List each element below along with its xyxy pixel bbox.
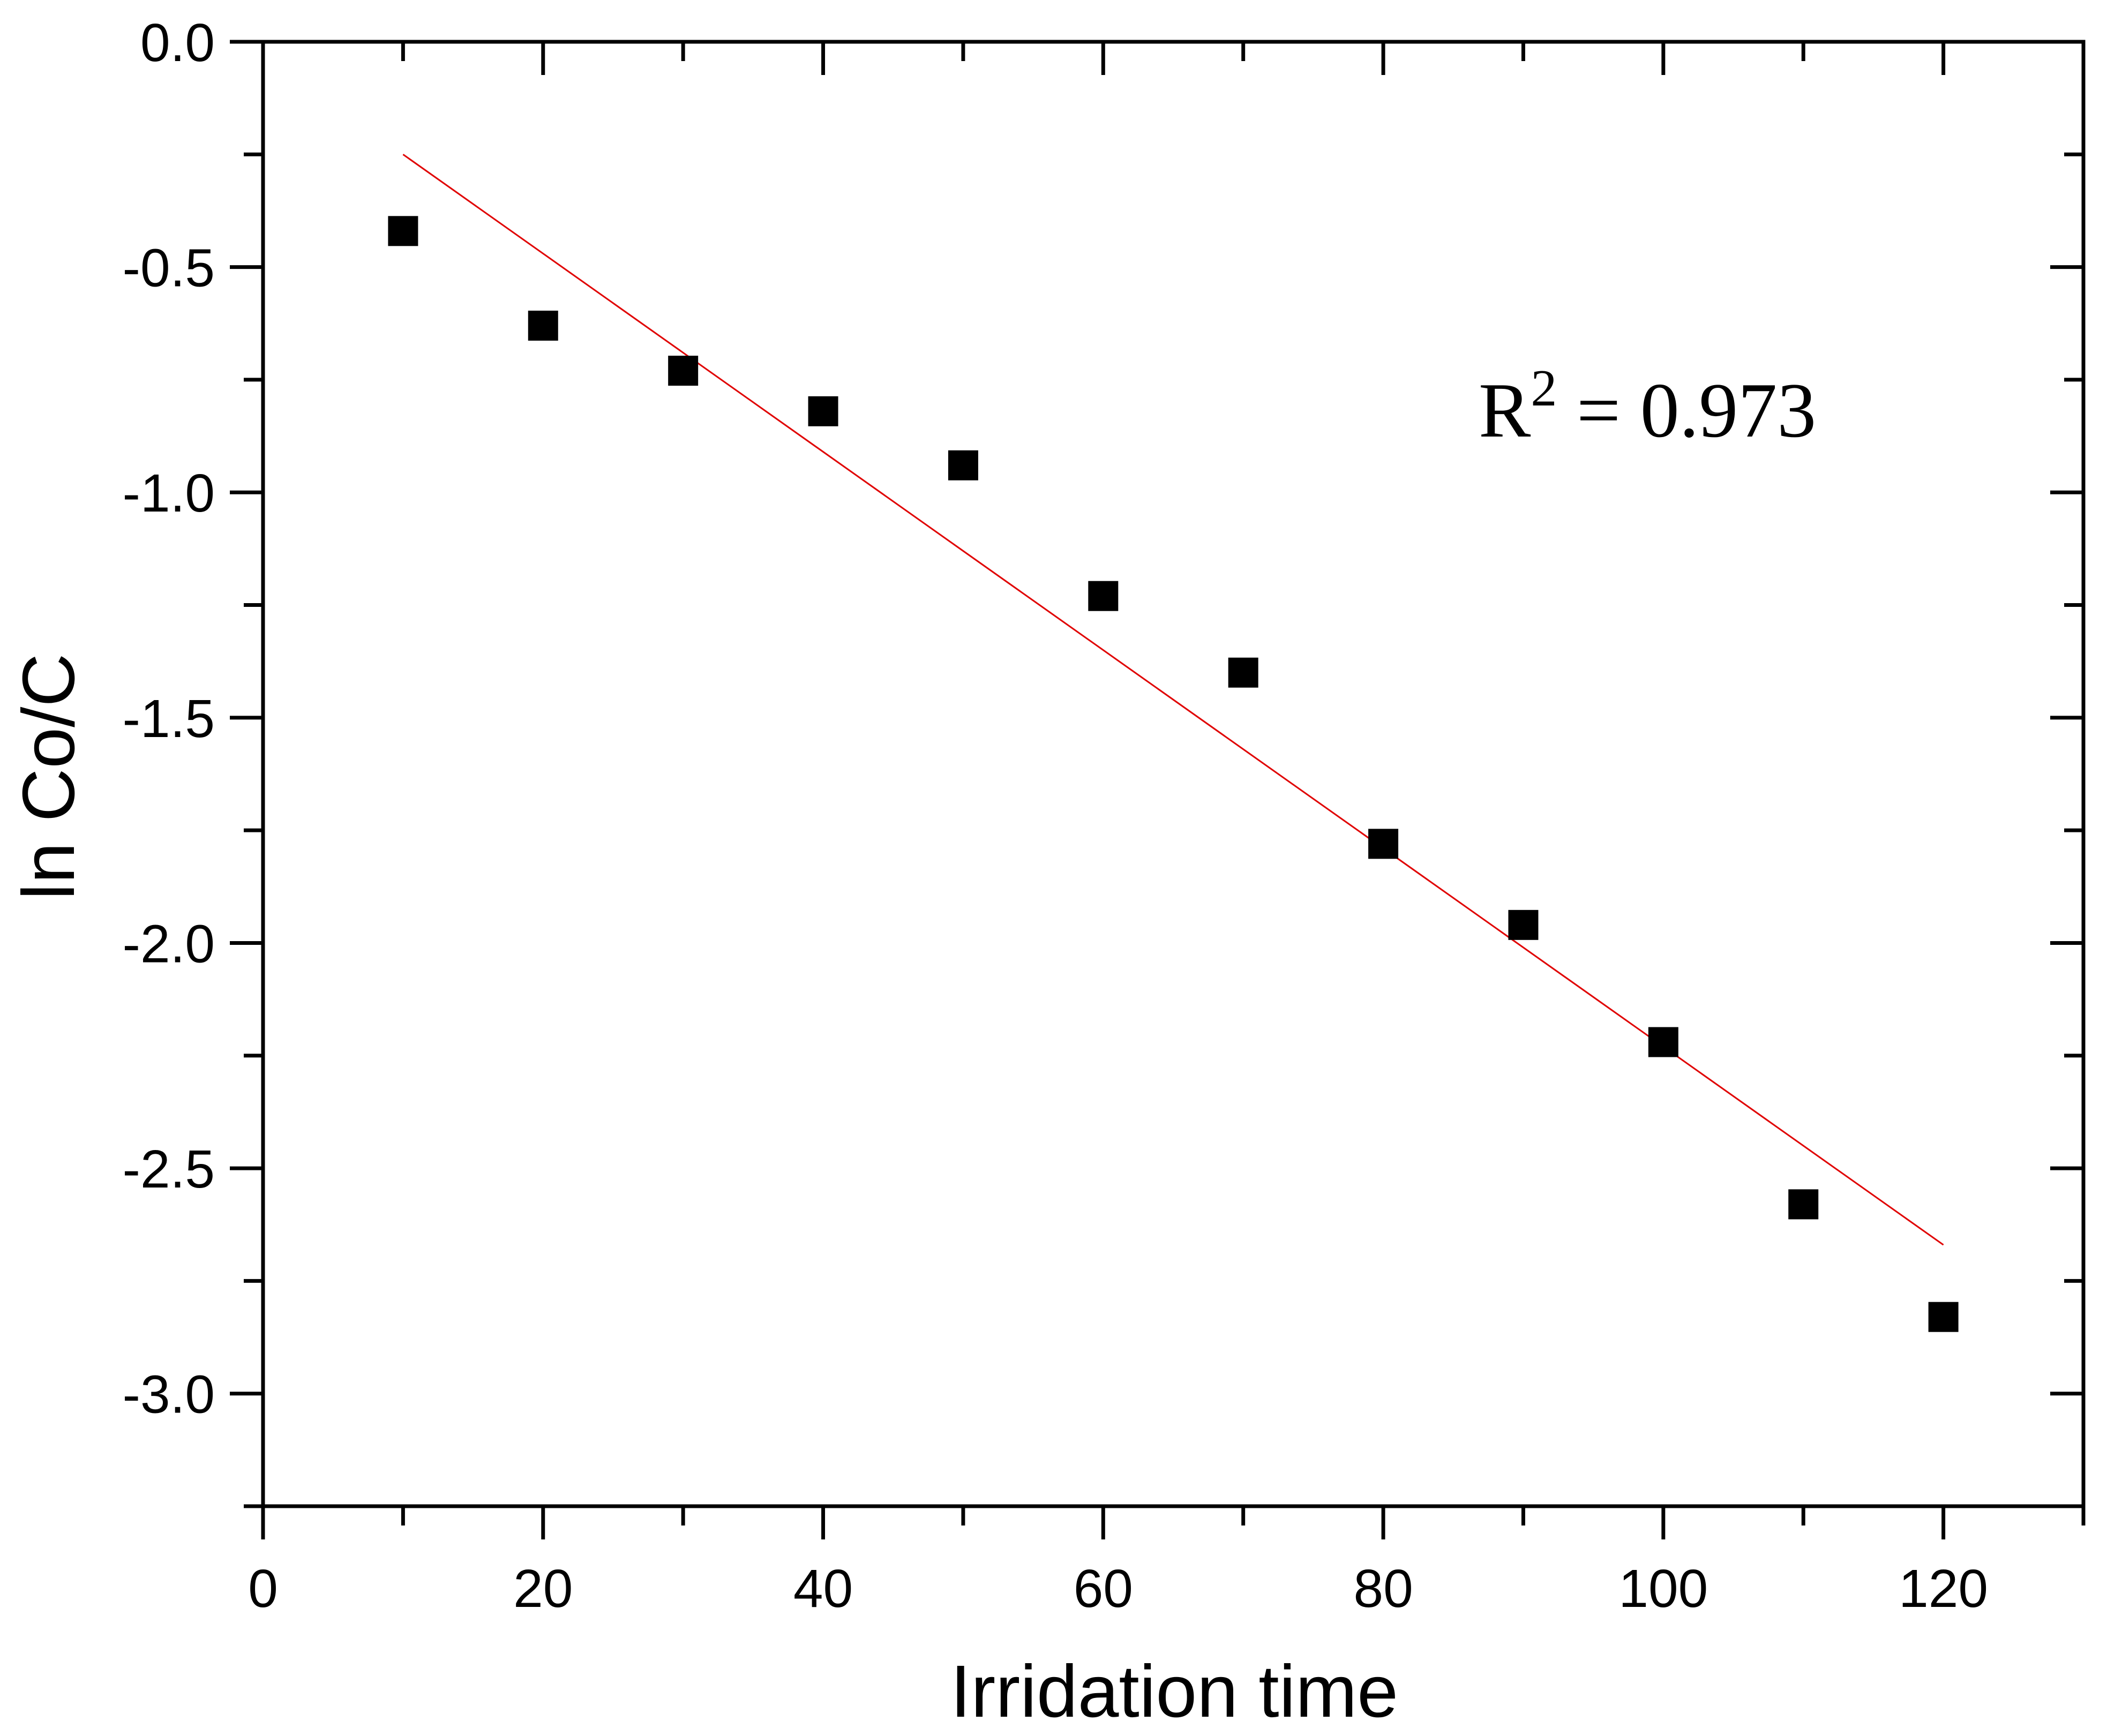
r-squared-value: = 0.973 bbox=[1557, 367, 1816, 454]
data-point bbox=[948, 450, 978, 480]
plot-frame bbox=[261, 40, 2086, 1508]
data-point bbox=[1508, 910, 1539, 940]
r-squared-annotation: R2 = 0.973 bbox=[1479, 359, 1816, 454]
y-axis-title: ln Co/C bbox=[8, 653, 90, 900]
x-tick-label: 20 bbox=[513, 1559, 573, 1619]
data-point bbox=[388, 216, 418, 246]
y-tick-label: -2.0 bbox=[123, 914, 215, 974]
fit-line-group bbox=[402, 154, 1944, 1246]
x-tick-label: 100 bbox=[1618, 1559, 1708, 1619]
data-point bbox=[1368, 829, 1399, 859]
y-tick-label: -1.5 bbox=[123, 689, 215, 749]
data-point bbox=[1228, 657, 1258, 688]
data-point bbox=[808, 396, 838, 426]
r-squared-base: R bbox=[1479, 367, 1531, 454]
x-axis-title: Irridation time bbox=[950, 1650, 1398, 1733]
data-point bbox=[1928, 1302, 1959, 1332]
data-point bbox=[528, 310, 558, 341]
y-tick-label: -2.5 bbox=[123, 1139, 215, 1199]
x-tick-label: 120 bbox=[1899, 1559, 1988, 1619]
x-tick-label: 40 bbox=[793, 1559, 853, 1619]
fit-line bbox=[402, 154, 1944, 1246]
data-point bbox=[1088, 581, 1119, 611]
data-point bbox=[1788, 1189, 1819, 1220]
data-points bbox=[388, 216, 1959, 1332]
y-tick-label: -1.0 bbox=[123, 463, 215, 523]
tick-labels: 0 20 40 60 80 100 120 0.0 -0.5 -1.0 -1.5 -2.0 -2.5 -3… bbox=[123, 13, 1988, 1619]
ticks bbox=[230, 40, 2086, 1539]
y-tick-label: -3.0 bbox=[123, 1365, 215, 1425]
x-tick-label: 60 bbox=[1074, 1559, 1133, 1619]
data-point bbox=[1648, 1027, 1678, 1057]
data-point bbox=[668, 356, 699, 386]
x-tick-label: 0 bbox=[248, 1559, 278, 1619]
y-tick-label: -0.5 bbox=[123, 238, 215, 298]
r-squared-exponent: 2 bbox=[1531, 359, 1557, 417]
x-tick-label: 80 bbox=[1353, 1559, 1413, 1619]
y-tick-label: 0.0 bbox=[140, 13, 215, 73]
